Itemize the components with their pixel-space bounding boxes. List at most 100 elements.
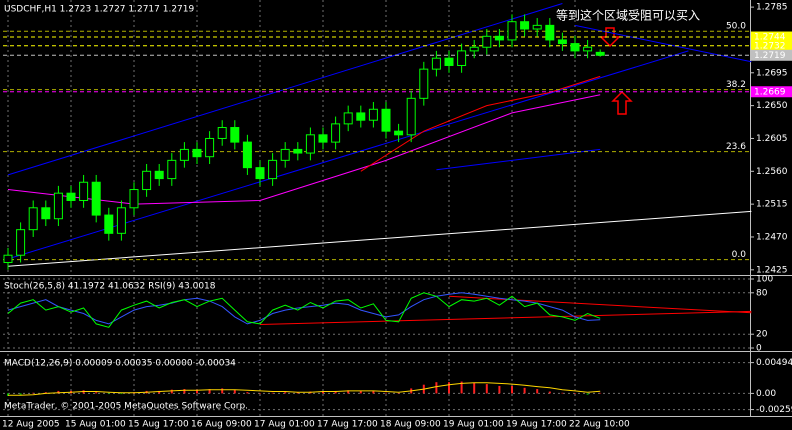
price-marker-label: 1.2732 [754,41,786,51]
histogram-bar [271,392,274,394]
price-marker-box [751,49,792,61]
histogram-bar [196,389,198,394]
candle-body [179,148,189,161]
trend-line [448,295,752,314]
histogram-bar [523,387,526,394]
candle-body [356,112,366,121]
candle-body [381,108,391,132]
histogram-bar [170,389,173,394]
fibo-label: 0.0 [732,250,747,260]
trend-line [574,24,752,63]
y-tick-label: 1.2470 [756,232,788,242]
y-tick-label: 1.2650 [756,101,788,111]
histogram-bar [296,392,299,394]
y-tick-label: 1.2695 [756,68,788,78]
histogram-bar [208,389,211,394]
price-marker-box [751,31,792,43]
y-tick-label: 0 [756,344,762,354]
histogram-bar [448,382,450,394]
histogram-bar [586,393,589,395]
candle-body [583,46,593,52]
x-tick-label: 19 Aug 01:00 [443,420,504,430]
histogram-bar [435,382,438,394]
candle-body [167,159,177,180]
annotation: 等到这个区域受阻可以买入 [556,8,700,23]
candle-body [482,35,492,48]
histogram-bar [95,392,98,394]
candle-body [469,46,479,52]
trend-line [7,94,601,205]
x-tick-label: 17 Aug 01:00 [254,420,315,430]
histogram-bar [485,384,488,394]
trend-line [436,148,601,171]
buy-arrow [611,90,633,115]
histogram-bar [473,382,476,394]
candle-body [305,134,315,154]
x-tick-label: 15 Aug 17:00 [128,420,189,430]
candle-body [255,167,265,180]
candle-body [217,127,227,139]
histogram-bar [221,388,224,394]
candle-body [545,24,555,41]
indicator-line [8,382,601,396]
histogram-bar [322,391,324,394]
candle-body [192,148,202,158]
histogram-bar [284,392,287,394]
y-tick-label: 1.2785 [756,3,788,13]
trend-line [259,310,752,325]
candle-body [142,170,152,191]
candle-body [570,43,580,52]
price-marker-box [751,40,792,52]
histogram-bar [32,392,35,394]
candle-body [293,148,303,154]
price-marker-label: 1.2669 [754,87,786,97]
x-tick-label: 18 Aug 09:00 [380,420,441,430]
candle-body [16,229,26,256]
histogram-bar [498,385,501,394]
candle-body [280,148,290,161]
candle-body [53,192,63,220]
candle-body [368,108,378,121]
price-marker-label: 1.2744 [754,33,786,43]
histogram-bar [561,392,564,394]
y-tick-label: 1.2560 [756,167,788,177]
candle-body [343,112,353,125]
panel-title: USDCHF,H1 1.2723 1.2727 1.2717 1.2719 [4,5,194,15]
fibo-label: 38.2 [726,80,746,90]
x-tick-label: 16 Aug 09:00 [191,420,252,430]
histogram-bar [246,392,249,394]
candle-body [318,134,328,143]
histogram-bar [334,390,337,394]
panel-title: Stoch(26,5,8) 41.1972 41.0632 RSI(9) 43.… [4,282,216,292]
candle-body [444,57,454,66]
histogram-bar [574,393,576,394]
histogram-bar [599,392,602,394]
histogram-bar [183,389,186,394]
y-tick-label: 1.2605 [756,134,788,144]
y-tick-label: 1.2425 [756,265,788,275]
panel-title: MACD(12,26,9) 0.00009 0.00035 0.00000 -0… [4,359,236,369]
fibo-label: 50.0 [726,22,746,32]
candle-body [394,130,404,136]
histogram-bar [7,393,9,396]
y-tick-label: 0.00 [756,389,776,399]
candle-body [91,181,101,216]
watermark: MetaTrader, © 2001-2005 MetaQuotes Softw… [4,402,248,412]
candle-body [205,137,215,158]
y-tick-label: -0.00259 [756,405,792,415]
indicator-line [7,292,601,328]
candle-body [104,214,114,234]
candle-body [41,207,51,220]
candle-body [595,51,605,56]
histogram-bar [511,385,513,394]
candle-body [520,21,530,30]
x-tick-label: 22 Aug 10:00 [569,420,630,430]
histogram-bar [259,393,261,394]
candle-body [154,170,164,180]
y-tick-label: 20 [756,330,768,340]
price-marker-label: 1.2719 [754,51,786,61]
trend-line [360,75,601,172]
